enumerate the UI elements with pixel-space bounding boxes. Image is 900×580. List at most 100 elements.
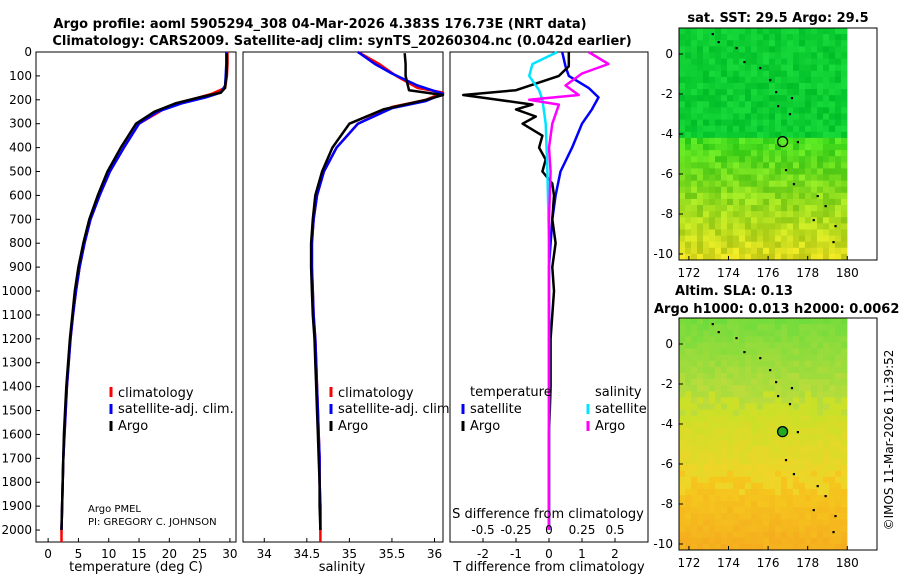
map-cell <box>757 348 764 356</box>
map-cell <box>805 336 812 343</box>
map-cell <box>799 324 806 331</box>
map-cell <box>739 458 746 465</box>
map-cell <box>757 211 764 218</box>
map-cell <box>685 70 692 78</box>
map-cell <box>775 415 782 423</box>
map-cell <box>769 318 776 325</box>
map-cell <box>751 403 758 410</box>
map-cell <box>715 46 722 53</box>
map-cell <box>829 531 836 539</box>
island-marker <box>717 41 720 44</box>
map-cell <box>691 391 698 398</box>
map-cell <box>793 168 800 175</box>
legend-temperature-header: temperature <box>470 385 552 400</box>
map-cell <box>793 427 800 435</box>
map-cell <box>835 150 842 157</box>
map-cell <box>793 397 800 404</box>
map-cell <box>805 372 812 380</box>
map-cell <box>679 247 686 255</box>
legend-argo-label: Argo <box>118 419 148 434</box>
map-cell <box>691 415 698 423</box>
map-cell <box>787 253 794 261</box>
map-cell <box>679 168 686 175</box>
map-cell <box>835 391 842 398</box>
map-cell <box>727 513 734 520</box>
map-cell <box>703 537 710 545</box>
map-cell <box>715 440 722 447</box>
map-cell <box>703 452 710 459</box>
map-cell <box>829 113 836 120</box>
map-cell <box>679 58 686 66</box>
map-cell <box>799 543 806 551</box>
map-cell <box>721 409 728 417</box>
map-cell <box>775 354 782 362</box>
map-cell <box>829 379 836 386</box>
map-cell <box>793 58 800 66</box>
map-cell <box>799 192 806 200</box>
map-cell <box>781 137 788 145</box>
map-cell <box>793 253 800 261</box>
map-cell <box>817 403 824 410</box>
y-tick-label: 300 <box>9 117 32 131</box>
map-x-tick-label: 180 <box>836 556 859 570</box>
map-cell <box>805 415 812 423</box>
map-cell <box>679 434 686 441</box>
map-cell <box>691 144 698 151</box>
map-cell <box>769 137 776 145</box>
map-cell <box>709 452 716 459</box>
map-cell <box>823 34 830 41</box>
map-cell <box>715 501 722 508</box>
map-cell <box>781 379 788 386</box>
map-cell <box>709 253 716 261</box>
map-cell <box>715 354 722 362</box>
map-cell <box>721 330 728 337</box>
map-cell <box>685 434 692 441</box>
map-cell <box>703 397 710 404</box>
map-cell <box>805 476 812 484</box>
map-cell <box>685 162 692 169</box>
map-cell <box>691 89 698 96</box>
map-cell <box>787 70 794 78</box>
map-cell <box>709 162 716 169</box>
map-cell <box>733 125 740 133</box>
map-cell <box>691 58 698 66</box>
map-cell <box>691 125 698 133</box>
map-cell <box>733 409 740 417</box>
map-cell <box>817 391 824 398</box>
map-cell <box>679 379 686 386</box>
map-cell <box>829 125 836 133</box>
map-cell <box>841 434 848 441</box>
map-cell <box>793 391 800 398</box>
map-cell <box>709 421 716 429</box>
island-marker <box>711 323 714 326</box>
map-cell <box>763 223 770 230</box>
map-cell <box>811 464 818 472</box>
map-cell <box>751 89 758 96</box>
map-cell <box>715 446 722 453</box>
map-cell <box>721 58 728 66</box>
map-cell <box>727 253 734 261</box>
map-cell <box>841 34 848 41</box>
map-cell <box>769 330 776 337</box>
map-cell <box>805 488 812 496</box>
map-cell <box>793 507 800 514</box>
map-cell <box>691 531 698 539</box>
map-cell <box>691 537 698 545</box>
map-cell <box>769 70 776 78</box>
map-cell <box>787 192 794 200</box>
map-cell <box>787 488 794 496</box>
map-cell <box>823 476 830 484</box>
map-cell <box>685 28 692 35</box>
map-cell <box>781 476 788 484</box>
map-cell <box>703 156 710 163</box>
map-cell <box>721 385 728 392</box>
map-cell <box>739 253 746 261</box>
map-cell <box>823 366 830 374</box>
map-cell <box>817 513 824 520</box>
map-cell <box>727 458 734 465</box>
map-cell <box>823 391 830 398</box>
map-x-tick-label: 176 <box>757 266 780 280</box>
island-marker <box>759 67 762 70</box>
map-cell <box>679 156 686 163</box>
map-cell <box>697 253 704 261</box>
